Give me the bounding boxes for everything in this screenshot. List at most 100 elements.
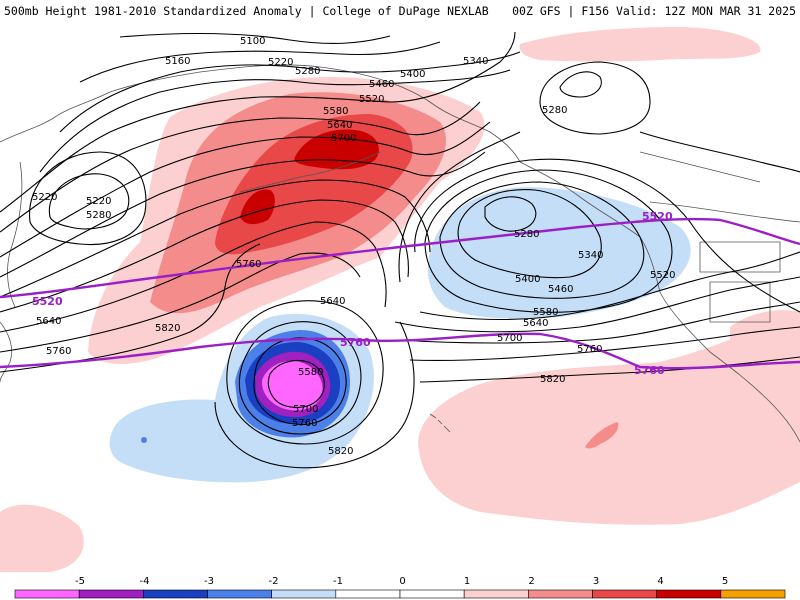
contour-label: 5280 — [86, 210, 111, 221]
contour-label: 5760 — [292, 418, 317, 429]
contour-label: 5340 — [578, 250, 603, 261]
climo-label: 5760 — [340, 336, 371, 349]
colorbar-bins — [14, 589, 786, 599]
colorbar-bin — [78, 589, 144, 599]
contour-e-5700 — [399, 301, 800, 344]
contour-e-5580 — [398, 131, 800, 321]
contour-label: 5760 — [46, 346, 71, 357]
contour-e-5760 — [409, 326, 800, 361]
contour-low-5580 — [267, 359, 325, 409]
colorbar-tick-label: -2 — [269, 576, 279, 587]
contour-label: 5220 — [32, 192, 57, 203]
contour-5460-a — [0, 121, 491, 258]
height-contours — [0, 31, 800, 469]
colorbar-tick-label: 3 — [593, 576, 599, 587]
contour-5160 — [79, 41, 441, 83]
anomaly-pos1-e — [730, 310, 800, 362]
contour-label: 5640 — [320, 296, 345, 307]
weather-map: 5100 5160 5220 5280 5340 5400 5460 5520 … — [0, 22, 800, 572]
colorbar-bin — [399, 589, 465, 599]
contour-label: 5460 — [548, 284, 573, 295]
climo-label: 5520 — [32, 295, 63, 308]
climatology-contours — [0, 217, 800, 370]
contour-w-5220 — [48, 173, 130, 230]
coast-inland-2 — [699, 241, 781, 323]
colorbar-bin — [335, 589, 401, 599]
colorbar-tick-label: -4 — [140, 576, 150, 587]
contour-label: 5400 — [400, 69, 425, 80]
contour-label: 5580 — [533, 307, 558, 318]
anomaly-pos4-north-a — [294, 129, 379, 170]
contour-label: 5520 — [650, 270, 675, 281]
contour-e-5280 — [484, 196, 537, 232]
contour-e-5640 — [394, 276, 800, 333]
contour-label: 5640 — [36, 316, 61, 327]
climo-label: 5520 — [642, 210, 673, 223]
anomaly-pos1-ne — [519, 27, 761, 62]
contour-ne-5340 — [539, 61, 651, 135]
contour-label: 5520 — [359, 94, 384, 105]
contour-low-5700 — [238, 321, 362, 435]
contour-label: 5700 — [331, 133, 356, 144]
map-header: 500mb Height 1981-2010 Standardized Anom… — [0, 0, 800, 22]
coast-alaska-penin — [239, 151, 381, 193]
climo-5520 — [0, 217, 800, 299]
colorbar-bin — [656, 589, 722, 599]
contour-5280-a — [39, 69, 511, 173]
colorbar-bin — [592, 589, 657, 599]
coast-islands — [429, 413, 451, 433]
contour-5580-a — [0, 179, 431, 298]
contour-w-5280 — [29, 151, 147, 246]
colorbar-bin — [14, 589, 80, 599]
contour-label: 5160 — [165, 56, 190, 67]
contour-label: 5460 — [369, 79, 394, 90]
colorbar-tick-label: -1 — [333, 576, 343, 587]
climo-5760 — [0, 332, 800, 370]
contour-label: 5640 — [327, 120, 352, 131]
contour-label: 5280 — [514, 229, 539, 240]
model-valid-time: 00Z GFS | F156 Valid: 12Z MON MAR 31 202… — [512, 4, 796, 18]
contour-ne-5280 — [559, 71, 602, 98]
contour-low-5760 — [226, 300, 384, 445]
colorbar-tick-label: 0 — [399, 576, 405, 587]
contour-label: 5340 — [463, 56, 488, 67]
contour-label: 5100 — [240, 36, 265, 47]
coast-inland-1 — [639, 151, 800, 223]
contour-e-5460 — [424, 169, 673, 313]
contour-label: 5760 — [236, 259, 261, 270]
anomaly-neg5-low — [262, 360, 323, 411]
anomaly-pos4-north-b — [240, 189, 275, 225]
colorbar-bin — [143, 589, 208, 599]
colorbar-bin — [720, 589, 786, 599]
anomaly-pos1-sw — [0, 504, 84, 572]
colorbar-bin — [271, 589, 337, 599]
contour-5220-a — [59, 51, 521, 133]
contour-label: 5820 — [540, 374, 565, 385]
coast-kamchatka — [7, 161, 23, 308]
anomaly-pos2-south — [585, 422, 619, 449]
contour-label: 5580 — [323, 106, 348, 117]
colorbar-tick-label: 1 — [464, 576, 470, 587]
contour-label: 5820 — [155, 323, 180, 334]
coast-japan — [0, 321, 13, 383]
contour-label: 5760 — [577, 344, 602, 355]
contour-low-5820 — [214, 321, 415, 469]
colorbar-tick-label: 2 — [528, 576, 534, 587]
coast-nw-america — [519, 161, 800, 443]
climatology-labels: 5520 5760 5520 5760 — [32, 210, 673, 377]
contour-5340-a — [0, 31, 516, 213]
contour-5100 — [119, 33, 391, 45]
contour-label: 5220 — [268, 57, 293, 68]
contour-ne-5520 — [639, 131, 800, 173]
colorbar-tick-label: 5 — [722, 576, 728, 587]
contour-labels: 5100 5160 5220 5280 5340 5400 5460 5520 … — [32, 36, 675, 457]
contour-label: 5280 — [295, 66, 320, 77]
contour-label: 5580 — [298, 367, 323, 378]
anomaly-neg2-speck — [141, 437, 147, 443]
contour-5640-a — [0, 199, 409, 313]
colorbar-tick-label: -3 — [204, 576, 214, 587]
contour-e-5340 — [457, 189, 602, 279]
colorbar-tick-label: 4 — [657, 576, 663, 587]
colorbar-bin — [463, 589, 529, 599]
contour-label: 5280 — [542, 105, 567, 116]
